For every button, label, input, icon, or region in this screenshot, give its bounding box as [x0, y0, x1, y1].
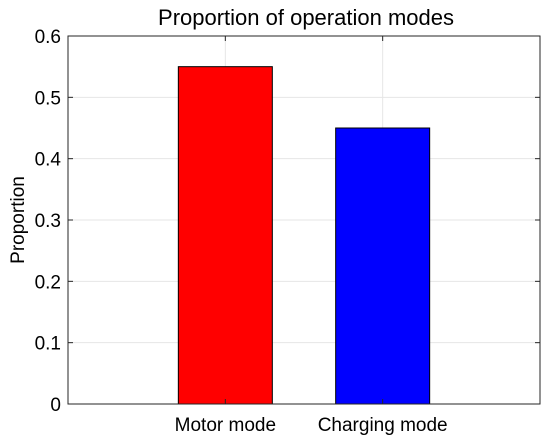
- y-tick-label: 0.4: [35, 150, 62, 171]
- y-tick-label: 0.1: [35, 334, 61, 355]
- y-tick-label: 0.2: [35, 272, 61, 293]
- y-axis-label: Proportion: [8, 176, 29, 264]
- y-tick-label: 0: [50, 395, 61, 416]
- x-tick-label: Motor mode: [175, 415, 276, 436]
- bars: [177, 66, 431, 405]
- y-tick-label: 0.5: [35, 88, 61, 109]
- bar: [177, 66, 273, 405]
- y-axis-ticks: 0 0.1 0.2 0.3 0.4 0.5 0.6: [35, 27, 540, 416]
- y-tick-label: 0.6: [35, 27, 61, 48]
- y-tick-label: 0.3: [35, 211, 61, 232]
- bar: [335, 127, 431, 405]
- x-axis-ticks: Motor mode Charging mode: [175, 36, 448, 436]
- x-tick-label: Charging mode: [318, 415, 448, 436]
- chart-title: Proportion of operation modes: [158, 5, 454, 30]
